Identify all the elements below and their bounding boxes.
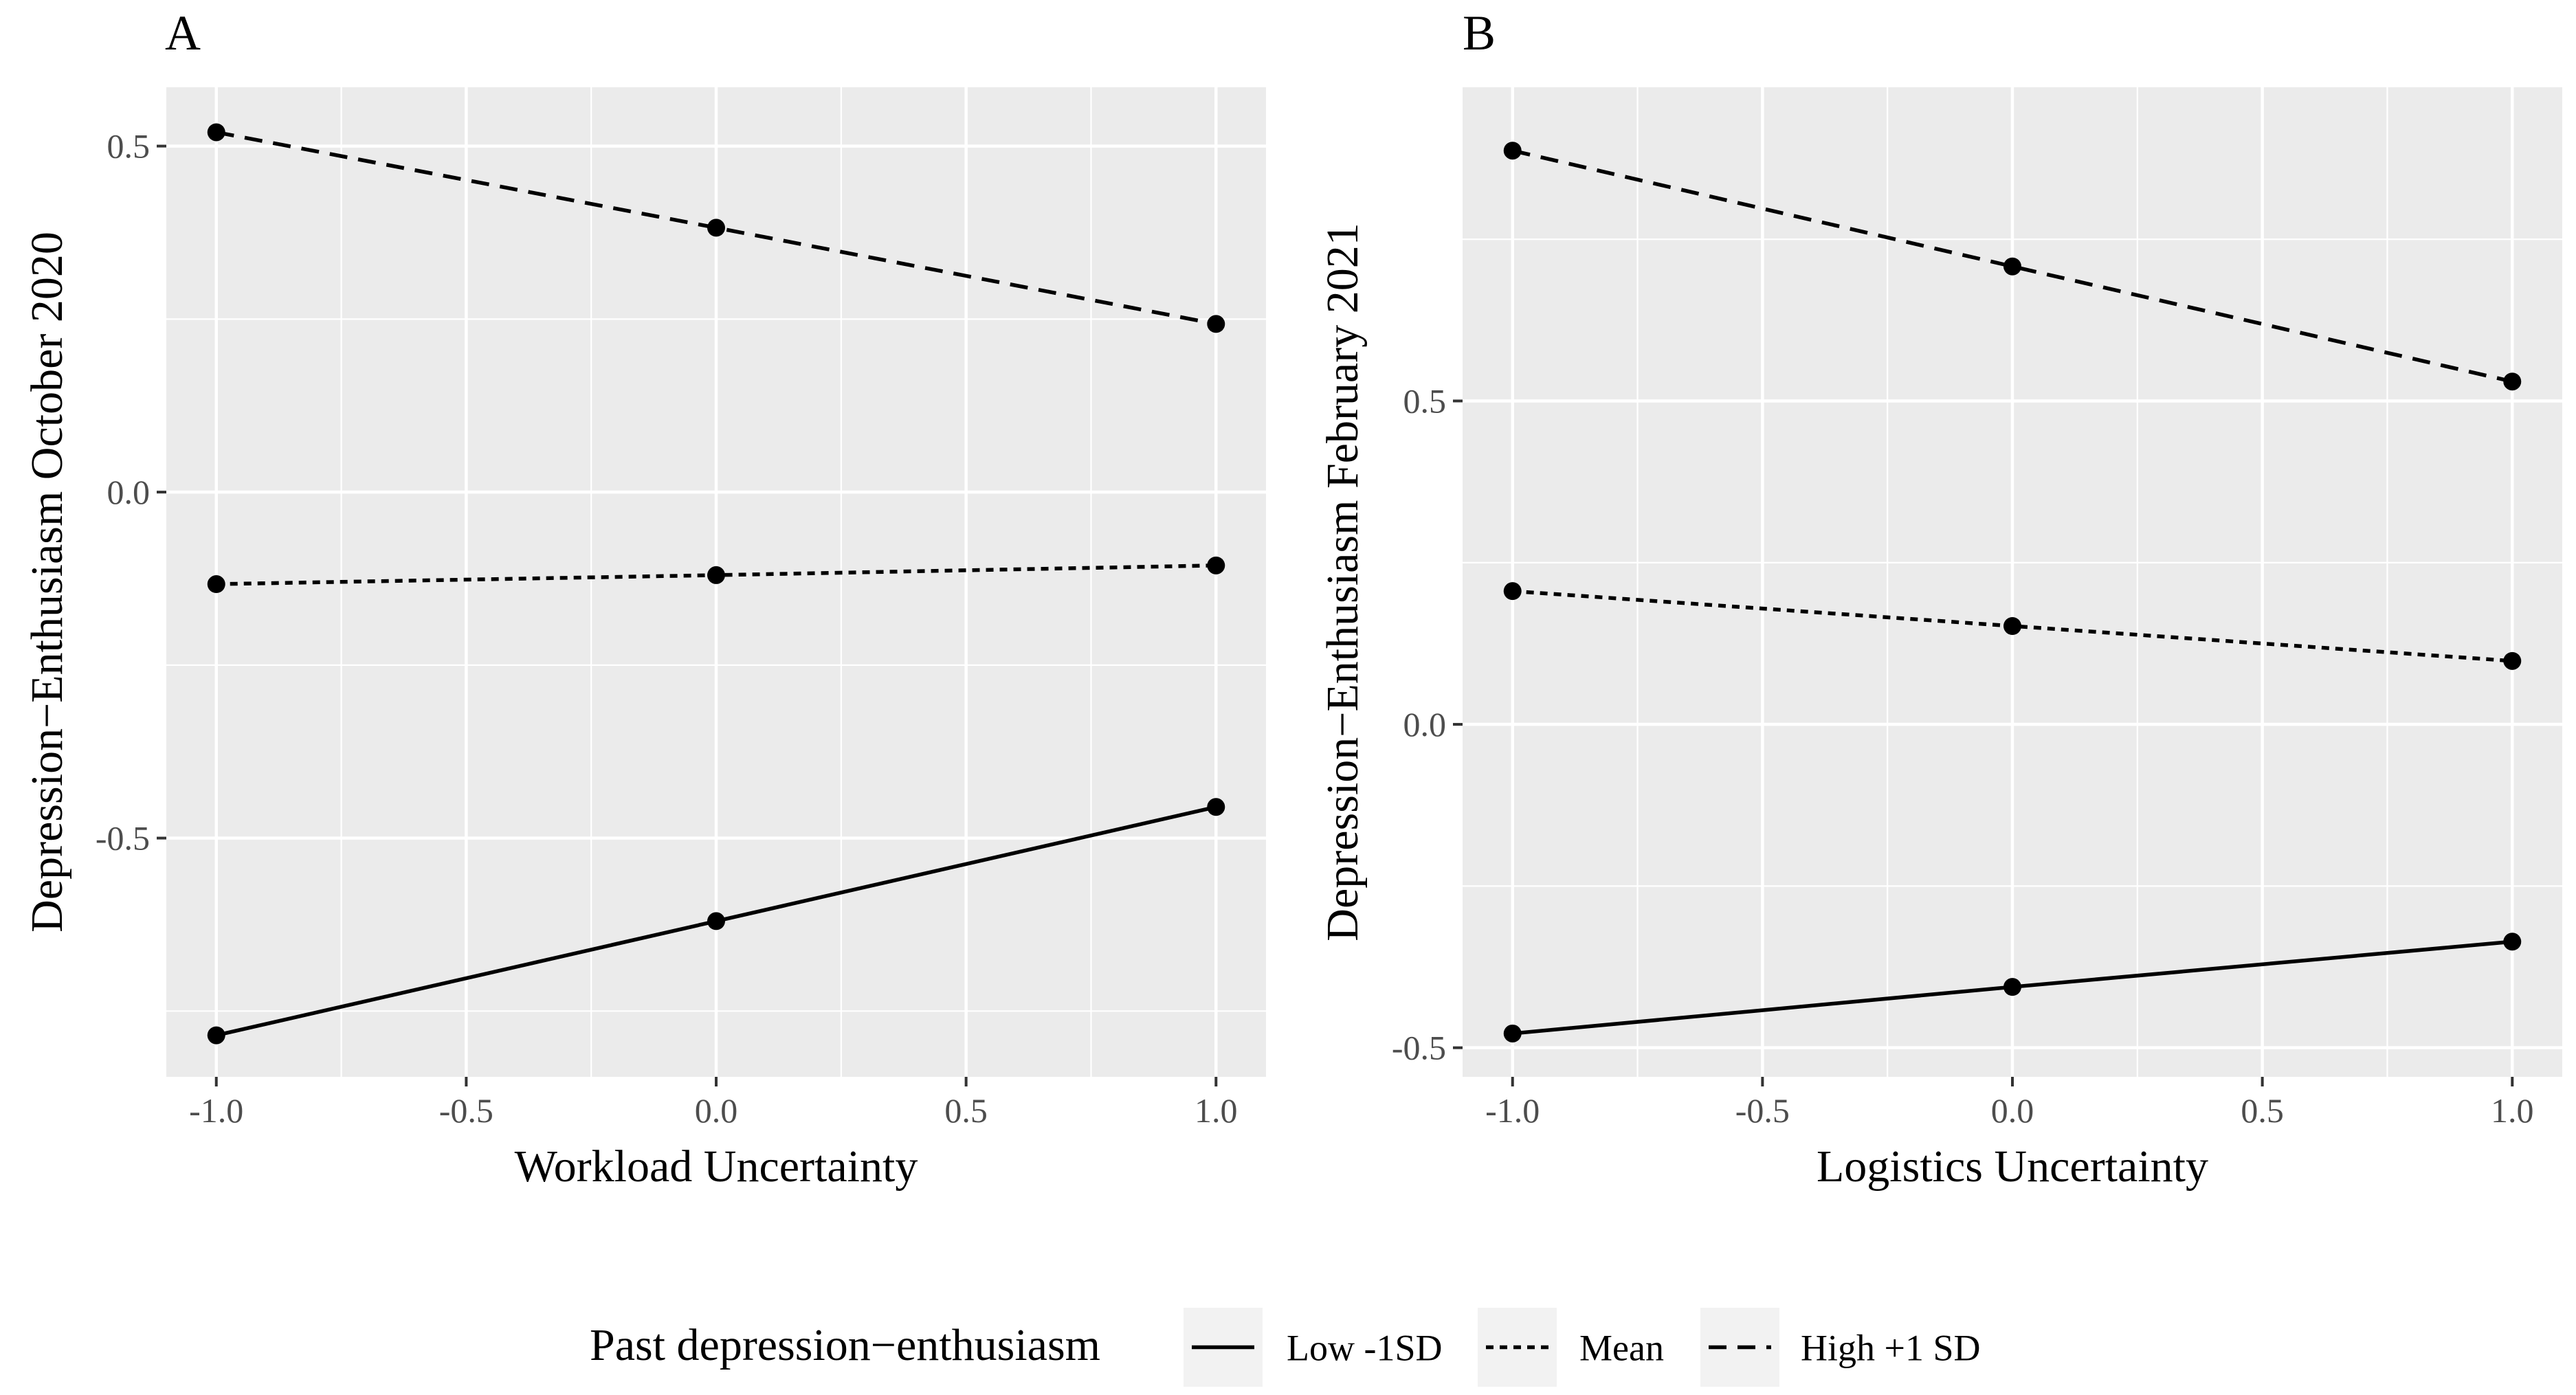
y-tick-label: 0.0 [107, 473, 151, 511]
data-point-high-1-sd [1207, 315, 1225, 333]
legend-label-high-1-sd: High +1 SD [1801, 1328, 1980, 1369]
data-point-mean [2503, 651, 2522, 670]
x-tick-label: 0.5 [2241, 1091, 2284, 1130]
x-tick-label: -1.0 [189, 1091, 243, 1130]
series-line-high-1-sd [216, 130, 1217, 326]
data-point-high-1-sd [207, 123, 225, 142]
data-point-low-1sd [207, 1026, 225, 1045]
panel-tag: A [165, 5, 201, 60]
x-tick-label: -0.5 [439, 1091, 493, 1130]
chart-panel-b: -1.0 -0.5 0.0 0.5 1.0 -0.5 0.0 0.5 B Logistics Un… [1318, 5, 2562, 1192]
data-point-mean [2003, 617, 2021, 635]
data-point-low-1sd [2503, 933, 2522, 951]
x-tick-label: 0.0 [695, 1091, 738, 1130]
y-axis-title: Depression−Enthusiasm October 2020 [22, 232, 72, 933]
x-axis-title: Logistics Uncertainty [1817, 1141, 2208, 1192]
legend: Past depression−enthusiasm Low -1SD Mean Hi… [590, 1308, 1980, 1387]
legend-label-mean: Mean [1579, 1328, 1664, 1369]
y-tick-label: -0.5 [96, 819, 150, 858]
y-tick-label: 0.5 [107, 127, 151, 166]
x-tick-label: 0.0 [1991, 1091, 2034, 1130]
data-point-low-1sd [1207, 798, 1225, 816]
x-tick-label: 0.5 [944, 1091, 988, 1130]
chart-panel-a: -1.0 -0.5 0.0 0.5 1.0 -0.5 0.0 0.5 A Workload Unc… [22, 5, 1266, 1192]
data-point-mean [1207, 556, 1225, 574]
data-point-mean [207, 575, 225, 594]
legend-title: Past depression−enthusiasm [590, 1320, 1100, 1370]
data-point-low-1sd [2003, 978, 2021, 996]
x-tick-label: 1.0 [2491, 1091, 2534, 1130]
data-point-mean [707, 566, 725, 584]
data-point-mean [1503, 582, 1522, 601]
x-axis-title: Workload Uncertainty [515, 1141, 918, 1192]
x-tick-label: -0.5 [1735, 1091, 1790, 1130]
data-point-low-1sd [707, 912, 725, 930]
data-point-high-1-sd [2503, 372, 2522, 391]
legend-label-low-1sd: Low -1SD [1287, 1328, 1443, 1369]
data-point-high-1-sd [2003, 257, 2021, 276]
y-axis-title: Depression−Enthusiasm February 2021 [1318, 223, 1368, 941]
y-tick-label: -0.5 [1392, 1029, 1446, 1067]
panel-tag: B [1463, 5, 1496, 60]
data-point-low-1sd [1503, 1024, 1522, 1042]
x-tick-label: 1.0 [1195, 1091, 1238, 1130]
y-tick-label: 0.0 [1403, 705, 1447, 744]
data-point-high-1-sd [1503, 142, 1522, 160]
y-tick-label: 0.5 [1403, 381, 1447, 420]
x-tick-label: -1.0 [1485, 1091, 1540, 1130]
data-point-high-1-sd [707, 219, 725, 237]
